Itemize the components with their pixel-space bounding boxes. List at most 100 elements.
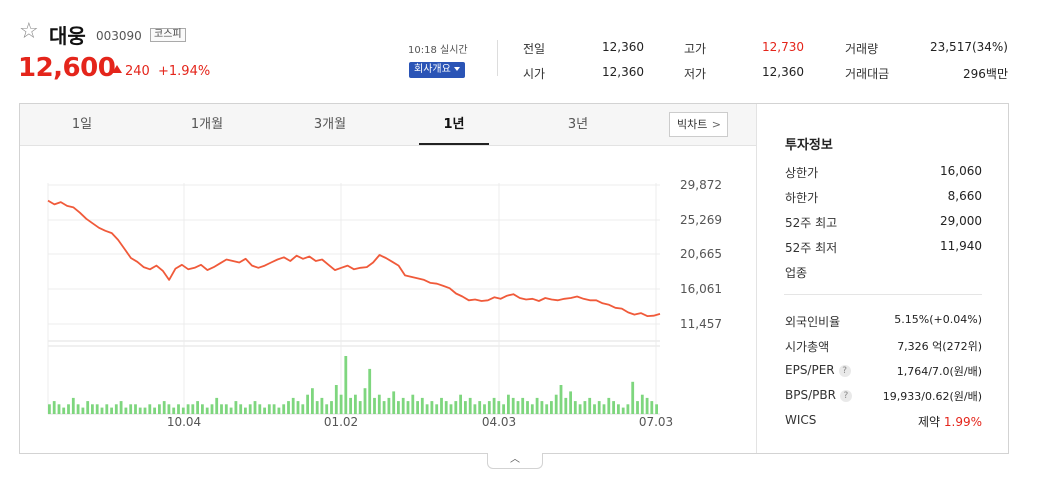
volume-bar — [95, 404, 99, 414]
volume-bar — [162, 401, 166, 414]
volume-bar — [239, 404, 243, 414]
volume-bar — [621, 407, 625, 414]
upper-limit-value: 16,060 — [940, 164, 982, 178]
volume-bar — [420, 397, 424, 414]
volume-bar — [349, 397, 352, 414]
volume-bar — [526, 401, 529, 414]
volume-bar — [545, 404, 549, 414]
realtime-label: 10:18 실시간 — [408, 45, 468, 56]
volume-bar — [602, 404, 606, 414]
volume-bar — [607, 397, 611, 414]
y-tick-label: 20,665 — [680, 247, 722, 261]
volume-bar — [645, 397, 649, 414]
wics-label: WICS — [785, 413, 817, 427]
volume-bar — [244, 407, 247, 414]
volume-bar — [248, 404, 252, 414]
volume-bar — [449, 404, 453, 414]
volume-bar — [401, 397, 405, 414]
volume-bar — [287, 401, 290, 414]
volume-bar — [464, 401, 467, 414]
volume-bar — [583, 401, 587, 414]
volume-bar — [559, 385, 563, 414]
volume-bar — [229, 407, 233, 414]
volume-bar — [511, 397, 515, 414]
volume-bar — [382, 401, 386, 414]
volume-bar — [143, 407, 147, 414]
volume-bar — [578, 404, 582, 414]
volume-bar — [119, 401, 123, 414]
volume-bar — [220, 404, 223, 414]
chevron-right-icon: > — [711, 118, 721, 131]
volume-bar — [655, 404, 658, 414]
volume-bar — [478, 401, 482, 414]
x-tick-label: 01.02 — [324, 415, 358, 429]
volume-bar — [617, 404, 620, 414]
bigchart-button[interactable]: 빅차트 > — [669, 112, 728, 137]
volume-bar — [597, 401, 601, 414]
volume-bar — [86, 401, 90, 414]
help-icon[interactable]: ? — [839, 389, 852, 402]
collapse-button[interactable]: ︿ — [487, 453, 543, 469]
foreign-ratio-value: 5.15%(+0.04%) — [894, 313, 982, 326]
volume-bar — [354, 394, 357, 414]
volume-bar — [186, 404, 190, 414]
lower-limit-value: 8,660 — [947, 189, 982, 203]
volume-bar — [100, 407, 104, 414]
tab-1d[interactable]: 1일 — [71, 117, 93, 132]
volume-bar — [105, 404, 109, 414]
bps-pbr-label: BPS/PBR? — [785, 388, 852, 402]
tab-3y[interactable]: 3년 — [567, 117, 589, 132]
volume-bar — [167, 404, 171, 414]
volume-bar — [91, 404, 94, 414]
tab-1y[interactable]: 1년 — [419, 104, 489, 145]
volume-bar — [440, 397, 443, 414]
volume-bar — [315, 401, 319, 414]
open-value: 12,360 — [602, 65, 644, 79]
volume-bar — [483, 404, 486, 414]
chevron-up-icon: ︿ — [510, 454, 520, 465]
volume-bar — [564, 397, 568, 414]
prev-close-value: 12,360 — [602, 40, 644, 54]
volume-bar — [492, 397, 496, 414]
volume-bar — [487, 401, 491, 414]
company-info-button[interactable]: 회사개요 — [409, 62, 465, 78]
volume-bar — [201, 404, 204, 414]
volume-bar — [71, 397, 75, 414]
low-label: 저가 — [684, 67, 707, 81]
amount-label: 거래대금 — [845, 67, 890, 81]
stock-code: 003090 — [96, 29, 142, 43]
y-tick-label: 29,872 — [680, 178, 722, 192]
volume-bar — [181, 407, 185, 414]
volume-bar — [363, 388, 367, 414]
volume-bar — [296, 401, 300, 414]
volume-bar — [67, 404, 70, 414]
volume-bar — [258, 404, 262, 414]
upper-limit-label: 상한가 — [785, 166, 819, 180]
volume-bar — [52, 401, 56, 414]
volume-bar — [497, 401, 501, 414]
help-icon[interactable]: ? — [838, 364, 851, 377]
high52-value: 29,000 — [940, 214, 982, 228]
volume-bar — [554, 394, 558, 414]
low-value: 12,360 — [762, 65, 804, 79]
volume-bar — [311, 388, 314, 414]
period-tabs: 1일 1개월 3개월 1년 3년 — [20, 104, 756, 146]
volume-bar — [368, 368, 372, 414]
tab-3m[interactable]: 3개월 — [313, 117, 347, 132]
volume-bar — [344, 356, 348, 414]
price-chart: 29,872 25,269 20,665 16,061 11,457 10.04 01.02… — [47, 178, 722, 429]
volume-bar — [282, 404, 286, 414]
favorite-star-icon[interactable]: ☆ — [19, 19, 39, 44]
volume-label: 거래량 — [845, 42, 879, 56]
header-divider — [497, 40, 498, 76]
market-cap-value: 7,326 억(272위) — [897, 340, 982, 353]
volume-bar — [114, 404, 118, 414]
tab-1m[interactable]: 1개월 — [190, 117, 224, 132]
wics-sector: 제약 — [917, 415, 941, 429]
volume-bar — [272, 404, 276, 414]
invest-info-title: 투자정보 — [785, 138, 833, 153]
volume-bar — [81, 407, 85, 414]
volume-bar — [468, 397, 472, 414]
volume-bar — [205, 407, 209, 414]
